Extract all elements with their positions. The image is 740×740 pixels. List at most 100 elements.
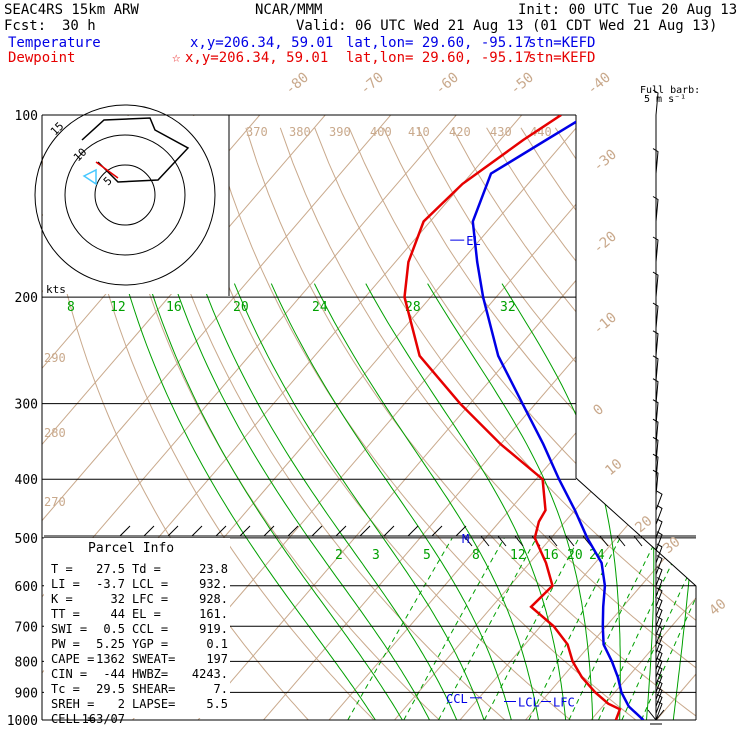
dry-adiabat-label: 390: [329, 125, 351, 139]
parcel-row-label: TT =: [51, 607, 80, 621]
isotherm-label: -60: [432, 70, 462, 99]
isotherm-line: [711, 87, 740, 733]
hodograph-bg: [43, 116, 229, 294]
temperature-station: stn=KEFD: [528, 35, 596, 51]
wind-barb: [652, 330, 659, 356]
parcel-panel-bg: [44, 538, 230, 718]
wind-barb: [652, 418, 659, 445]
isotherm-label: -10: [590, 310, 620, 339]
parcel-row-label: SREH =: [51, 697, 94, 711]
moist-adiabat-line: [698, 284, 740, 733]
moist-adiabat-line: [173, 283, 437, 720]
dry-adiabat-label: 400: [370, 125, 392, 139]
parcel-row-value: -44: [103, 667, 125, 681]
parcel-row-value: 932.: [199, 577, 228, 591]
dry-adiabat-line: [486, 127, 696, 720]
dry-adiabat-label: 270: [44, 495, 66, 509]
hatch-mark: [548, 535, 558, 547]
hatch-mark: [119, 525, 131, 537]
hatch-mark: [191, 525, 203, 537]
isotherm-line: [252, 115, 696, 720]
isotherm-label: -80: [282, 70, 312, 99]
parcel-row-label: LFC =: [132, 592, 168, 606]
parcel-row-value: 7.: [214, 682, 228, 696]
hodograph-storm-motion: [82, 168, 97, 186]
parcel-row-value: 2: [118, 697, 125, 711]
barb-note-2: 5 m s⁻¹: [644, 94, 687, 105]
wind-barb: [652, 271, 659, 298]
isotherm-label: -70: [357, 70, 387, 99]
parcel-row-value: 197: [206, 652, 228, 666]
hatch-mark: [407, 525, 419, 537]
parcel-row-label: EL =: [132, 607, 161, 621]
moist-adiabat-line: [233, 283, 489, 720]
wind-barb: [655, 566, 663, 586]
parcel-row-label: LCL =: [132, 577, 168, 591]
hodograph-ring: [64, 134, 186, 256]
pressure-label: 900: [15, 686, 38, 701]
wind-barb: [652, 89, 659, 116]
hodograph-dewpoint-segment: [95, 161, 119, 179]
wind-barb: [655, 641, 663, 662]
isotherm-label: -40: [584, 70, 614, 99]
wind-barb: [655, 624, 663, 645]
moist-adiabat-line: [365, 283, 568, 720]
isotherm-line: [42, 115, 350, 720]
parcel-row-label: CAPE =: [51, 652, 94, 666]
dry-adiabat-line: [382, 127, 696, 720]
moist-adiabat-label: 20: [233, 300, 249, 315]
wind-barb: [655, 650, 663, 670]
org-name: NCAR/MMM: [255, 2, 323, 18]
parcel-row-value: -3.7: [96, 577, 125, 591]
dry-adiabat-line: [279, 127, 696, 720]
parcel-row-value: 5.5: [206, 697, 228, 711]
parcel-info-title: Parcel Info: [88, 541, 174, 556]
mixing-ratio-label: 12: [510, 548, 526, 563]
hatch-mark: [455, 525, 467, 537]
mixing-ratio-line: [640, 537, 696, 720]
pressure-label: 200: [15, 291, 38, 306]
isotherm-label: -30: [590, 147, 620, 176]
wind-barb-calm-icon: [647, 709, 665, 725]
moist-adiabat-label: 8: [67, 300, 75, 315]
temperature-xy: x,y=206.34, 59.01: [190, 35, 334, 51]
wind-barb: [655, 543, 663, 564]
hatch-mark: [514, 535, 524, 547]
parcel-row-label: K =: [51, 592, 73, 606]
moist-adiabat-label: 32: [500, 300, 516, 315]
el-label: EL: [466, 234, 480, 248]
parcel-row-value: 27.5: [96, 562, 125, 576]
barb-note-1: Full barb:: [640, 85, 701, 96]
isotherm-label: 40: [706, 596, 729, 619]
dewpoint-marker-icon: ☆: [172, 50, 181, 66]
valid-time: Valid: 06 UTC Wed 21 Aug 13 (01 CDT Wed …: [296, 18, 718, 34]
wind-barb: [655, 657, 663, 678]
parcel-row-label: LI =: [51, 577, 80, 591]
m-label: M: [462, 532, 469, 546]
dry-adiabat-line: [658, 127, 696, 720]
plot-frame: [41, 115, 697, 720]
mixing-ratio-label: 16: [543, 548, 559, 563]
wind-barb: [655, 693, 663, 714]
hatch-mark: [143, 525, 155, 537]
parcel-row-label: CIN =: [51, 667, 87, 681]
parcel-row-label: Tc =: [51, 682, 80, 696]
mixing-ratio-line: [438, 537, 537, 720]
wind-barb: [655, 665, 663, 686]
parcel-row-value: 29.5: [96, 682, 125, 696]
fcst-value: 30 h: [62, 18, 96, 34]
wind-barb: [655, 672, 663, 693]
dry-adiabat-label: 420: [449, 125, 471, 139]
parcel-row-label: CELL =: [51, 712, 94, 726]
dry-adiabat-line: [554, 127, 696, 720]
temperature-legend: Temperature: [8, 35, 101, 51]
moist-adiabat-line: [427, 283, 594, 720]
wind-barb: [655, 606, 663, 627]
parcel-row-value: 44: [111, 607, 125, 621]
isotherm-line: [317, 115, 696, 720]
dry-adiabat-line: [692, 127, 696, 720]
mixing-ratio-label: 3: [372, 548, 380, 563]
wind-barb: [655, 616, 663, 636]
hodograph-units: kts: [46, 283, 66, 296]
